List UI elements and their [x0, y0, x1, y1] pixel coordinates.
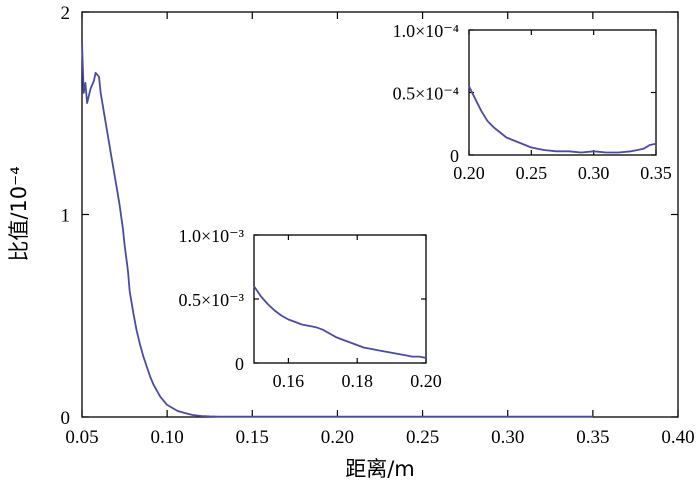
x-axis-title: 距离/m — [345, 457, 415, 481]
lower-inset-background — [254, 235, 426, 363]
upper-inset-x-tick-label: 0.35 — [640, 163, 672, 183]
main-series-line — [81, 42, 593, 418]
upper-inset-series-line — [468, 85, 657, 154]
upper-inset-y-tick-label: 0 — [450, 146, 459, 166]
y-axis-title: 比值/10⁻⁴ — [7, 166, 31, 261]
lower-inset-series-line — [253, 285, 427, 359]
upper-inset-x-tick-label: 0.30 — [578, 163, 610, 183]
lower-inset-frame — [253, 234, 427, 364]
main-x-tick-label: 0.35 — [576, 427, 609, 448]
main-x-tick-label: 0.05 — [65, 427, 98, 448]
upper-inset-x-tick-label: 0.20 — [453, 163, 485, 183]
main-y-tick-label: 2 — [61, 3, 71, 24]
upper-inset-x-tick-label: 0.25 — [516, 163, 548, 183]
lower-inset-tick-labels: 0.16 0.18 0.20 0 0.5×10⁻³ 1.0×10⁻³ — [178, 226, 441, 391]
lower-inset-y-tick-label: 0.5×10⁻³ — [178, 290, 244, 310]
lower-inset-x-tick-label: 0.18 — [341, 371, 373, 391]
lower-inset-x-tick-label: 0.16 — [273, 371, 305, 391]
main-y-tick-label: 1 — [61, 206, 71, 227]
main-x-tick-label: 0.15 — [236, 427, 269, 448]
upper-inset-tick-labels: 0.20 0.25 0.30 0.35 0 0.5×10⁻⁴ 1.0×10⁻⁴ — [393, 21, 672, 183]
main-x-tick-label: 0.20 — [321, 427, 354, 448]
lower-inset-y-tick-label: 1.0×10⁻³ — [178, 226, 244, 246]
upper-inset-frame — [468, 29, 657, 156]
upper-inset-y-tick-label: 1.0×10⁻⁴ — [393, 21, 459, 41]
main-x-tick-label: 0.40 — [661, 427, 694, 448]
lower-inset-x-tick-label: 0.20 — [410, 371, 442, 391]
main-x-tick-label: 0.10 — [151, 427, 184, 448]
main-x-tick-label: 0.25 — [406, 427, 439, 448]
main-y-tick-label: 0 — [61, 408, 71, 429]
lower-inset-y-tick-label: 0 — [235, 354, 244, 374]
upper-inset-background — [469, 30, 656, 155]
main-x-tick-label: 0.30 — [491, 427, 524, 448]
main-tick-labels: 0.05 0.10 0.15 0.20 0.25 0.30 0.35 0.40 0 1 2 — [61, 3, 695, 448]
upper-inset-y-tick-label: 0.5×10⁻⁴ — [393, 84, 459, 104]
